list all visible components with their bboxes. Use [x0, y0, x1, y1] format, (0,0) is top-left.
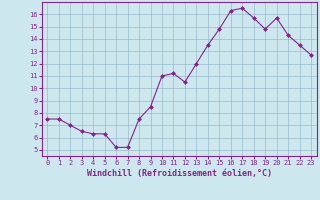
X-axis label: Windchill (Refroidissement éolien,°C): Windchill (Refroidissement éolien,°C): [87, 169, 272, 178]
